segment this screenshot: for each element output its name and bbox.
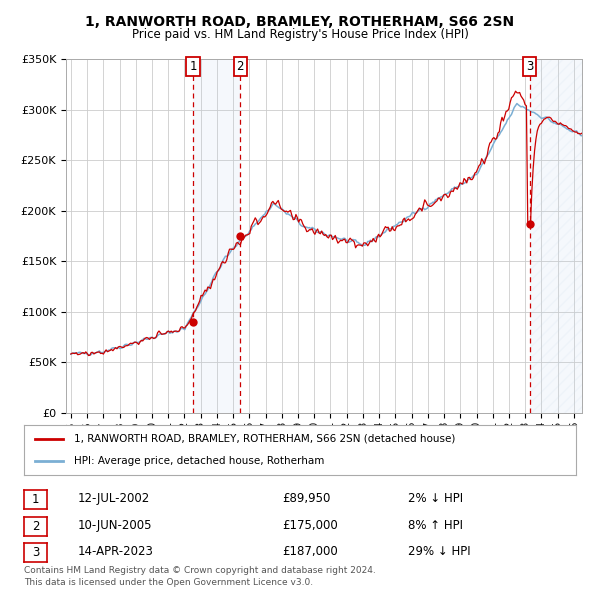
Text: 14-APR-2023: 14-APR-2023 — [78, 545, 154, 558]
Text: 2% ↓ HPI: 2% ↓ HPI — [408, 492, 463, 505]
Text: 8% ↑ HPI: 8% ↑ HPI — [408, 519, 463, 532]
Text: 29% ↓ HPI: 29% ↓ HPI — [408, 545, 470, 558]
Text: 1: 1 — [190, 60, 197, 73]
Bar — [530, 59, 582, 413]
Text: 12-JUL-2002: 12-JUL-2002 — [78, 492, 150, 505]
Text: Price paid vs. HM Land Registry's House Price Index (HPI): Price paid vs. HM Land Registry's House … — [131, 28, 469, 41]
Bar — [193, 59, 240, 413]
Text: HPI: Average price, detached house, Rotherham: HPI: Average price, detached house, Roth… — [74, 456, 324, 466]
Text: 3: 3 — [526, 60, 533, 73]
Text: 2: 2 — [236, 60, 244, 73]
Text: £89,950: £89,950 — [282, 492, 331, 505]
Text: This data is licensed under the Open Government Licence v3.0.: This data is licensed under the Open Gov… — [24, 578, 313, 587]
Text: 1, RANWORTH ROAD, BRAMLEY, ROTHERHAM, S66 2SN (detached house): 1, RANWORTH ROAD, BRAMLEY, ROTHERHAM, S6… — [74, 434, 455, 444]
Text: 10-JUN-2005: 10-JUN-2005 — [78, 519, 152, 532]
Text: Contains HM Land Registry data © Crown copyright and database right 2024.: Contains HM Land Registry data © Crown c… — [24, 566, 376, 575]
Text: 3: 3 — [32, 546, 39, 559]
Text: £187,000: £187,000 — [282, 545, 338, 558]
Text: 1: 1 — [32, 493, 39, 506]
Text: 1, RANWORTH ROAD, BRAMLEY, ROTHERHAM, S66 2SN: 1, RANWORTH ROAD, BRAMLEY, ROTHERHAM, S6… — [85, 15, 515, 29]
Text: £175,000: £175,000 — [282, 519, 338, 532]
Text: 2: 2 — [32, 520, 39, 533]
